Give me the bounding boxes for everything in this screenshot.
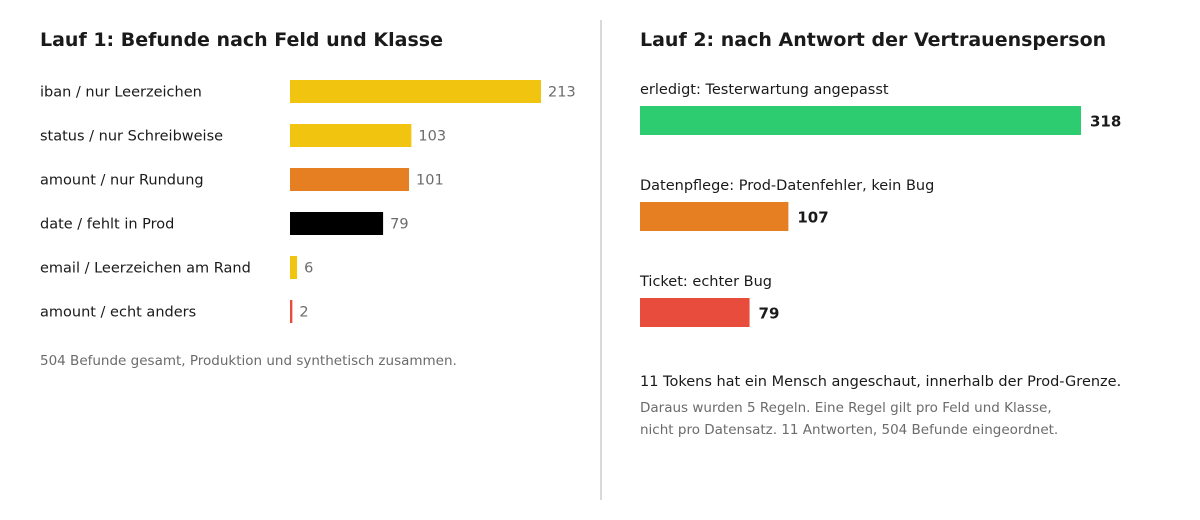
bar (290, 80, 541, 103)
bar (290, 300, 293, 323)
bar (290, 256, 298, 279)
value-label: 6 (304, 261, 313, 277)
right-chart-title: Lauf 2: nach Antwort der Vertrauensperso… (640, 29, 1107, 51)
value-label: 79 (759, 305, 780, 323)
left-bar-chart: iban / nur Leerzeichen 213 status / nur Sc… (40, 80, 576, 323)
right-note-2: nicht pro Datensatz. 11 Antworten, 504 B… (640, 422, 1059, 438)
right-summary: 11 Tokens hat ein Mensch angeschaut, inn… (640, 374, 1122, 390)
bar (640, 106, 1081, 135)
category-label: Datenpflege: Prod-Datenfehler, kein Bug (640, 178, 934, 194)
category-label: iban / nur Leerzeichen (40, 85, 202, 101)
left-chart-title: Lauf 1: Befunde nach Feld und Klasse (40, 29, 443, 51)
bar (640, 298, 750, 327)
value-label: 2 (299, 305, 308, 321)
value-label: 101 (416, 173, 444, 189)
category-label: date / fehlt in Prod (40, 217, 174, 233)
value-label: 79 (390, 217, 408, 233)
value-label: 318 (1090, 113, 1121, 131)
category-label: erledigt: Testerwartung angepasst (640, 82, 889, 98)
right-bar-chart: erledigt: Testerwartung angepasst 318 Date… (639, 82, 1121, 327)
bar (290, 168, 410, 191)
value-label: 213 (548, 85, 576, 101)
right-note-1: Daraus wurden 5 Regeln. Eine Regel gilt … (640, 400, 1052, 416)
bar (290, 124, 412, 147)
category-label: status / nur Schreibweise (40, 129, 223, 145)
value-label: 103 (418, 129, 446, 145)
category-label: Ticket: echter Bug (639, 274, 772, 290)
value-label: 107 (797, 209, 828, 227)
bar (290, 212, 384, 235)
panel-divider (600, 20, 602, 500)
category-label: email / Leerzeichen am Rand (40, 261, 251, 277)
category-label: amount / echt anders (40, 305, 196, 321)
left-footnote: 504 Befunde gesamt, Produktion und synth… (40, 353, 457, 369)
bar (640, 202, 789, 231)
category-label: amount / nur Rundung (40, 173, 204, 189)
